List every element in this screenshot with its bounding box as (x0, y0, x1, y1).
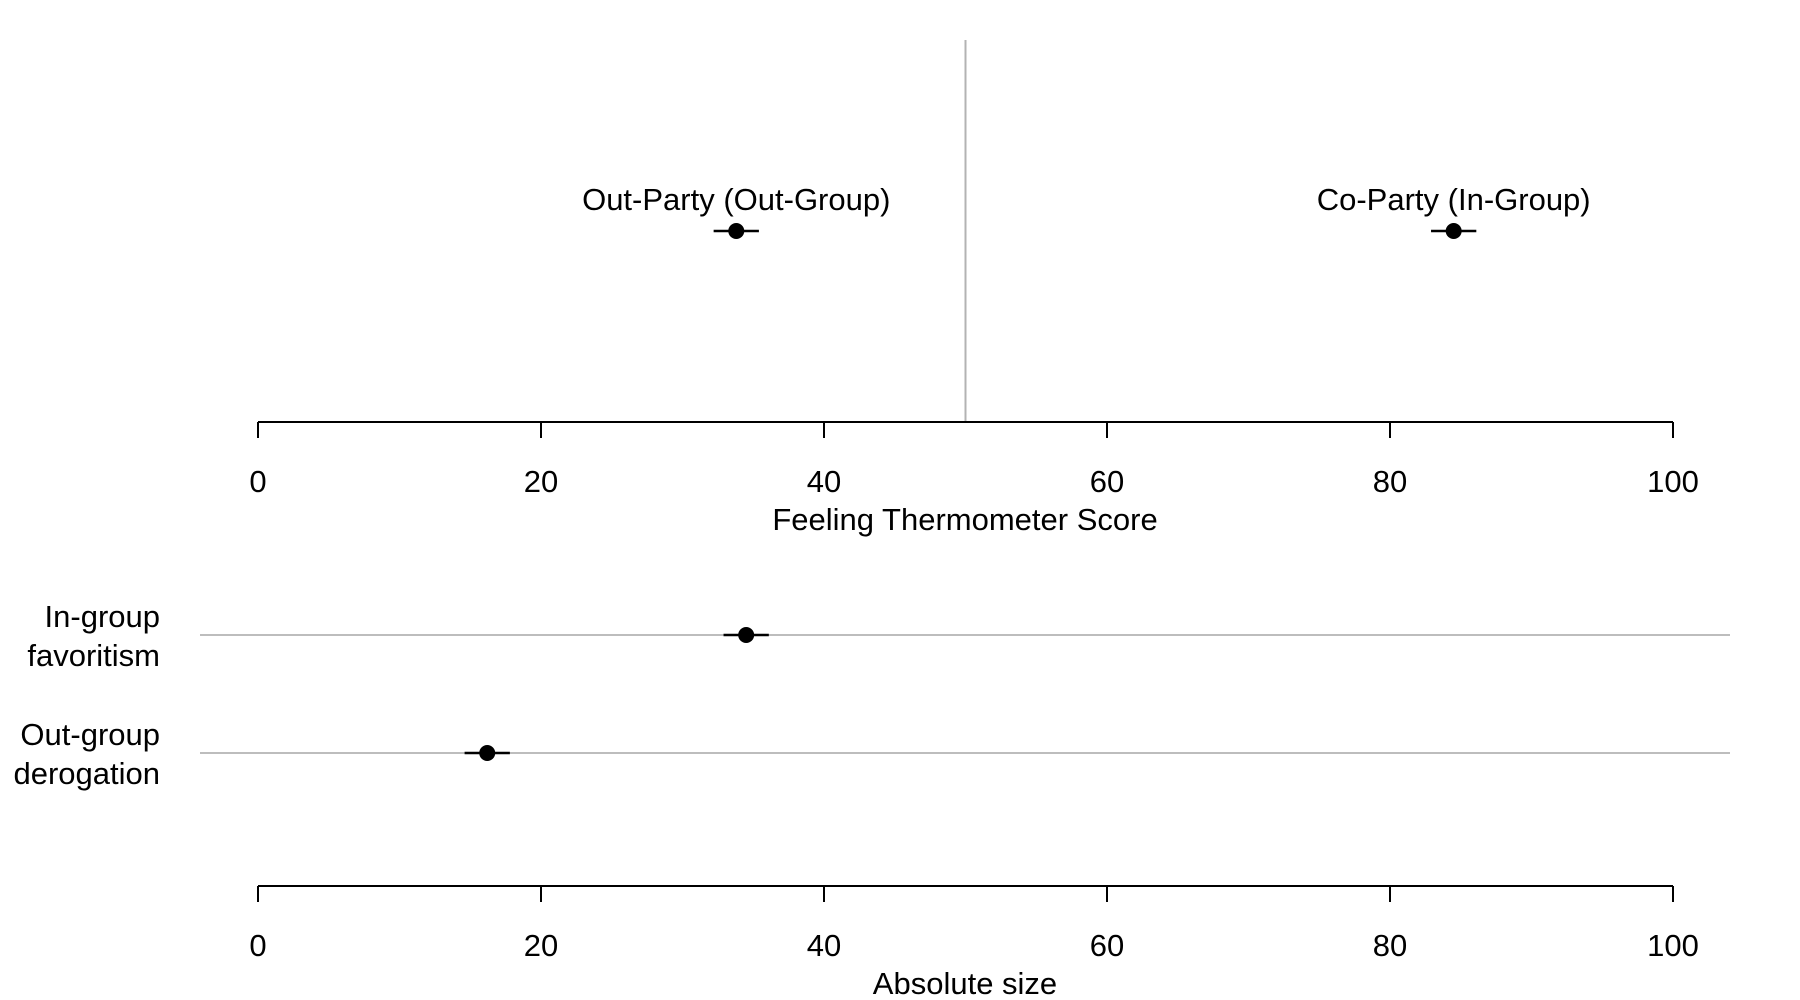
x-tick-label: 100 (1647, 464, 1699, 499)
absolute-size-panel: In-group favoritism Out-group derogation 0 20… (13, 599, 1730, 1000)
row-label: favoritism (27, 638, 160, 673)
x-tick-label: 100 (1647, 928, 1699, 963)
x-tick-label: 20 (524, 928, 558, 963)
x-axis-label: Feeling Thermometer Score (772, 502, 1157, 537)
row-label: In-group (45, 599, 160, 634)
x-tick-label: 20 (524, 464, 558, 499)
data-point (738, 627, 755, 643)
row-label: derogation (13, 756, 160, 791)
x-tick-label: 80 (1373, 464, 1407, 499)
thermometer-panel: Out-Party (Out-Group) Co-Party (In-Group)… (249, 40, 1699, 537)
row-label: Out-group (20, 717, 160, 752)
x-tick-label: 60 (1090, 928, 1124, 963)
x-axis-label: Absolute size (873, 966, 1057, 1000)
point-label: Out-Party (Out-Group) (582, 182, 890, 217)
x-tick-label: 80 (1373, 928, 1407, 963)
data-point (728, 223, 745, 239)
x-tick-label: 40 (807, 464, 841, 499)
x-tick-label: 40 (807, 928, 841, 963)
data-point (479, 745, 496, 761)
x-tick-label: 60 (1090, 464, 1124, 499)
point-label: Co-Party (In-Group) (1317, 182, 1591, 217)
x-tick-label: 0 (249, 464, 266, 499)
x-tick-label: 0 (249, 928, 266, 963)
data-point (1445, 223, 1462, 239)
